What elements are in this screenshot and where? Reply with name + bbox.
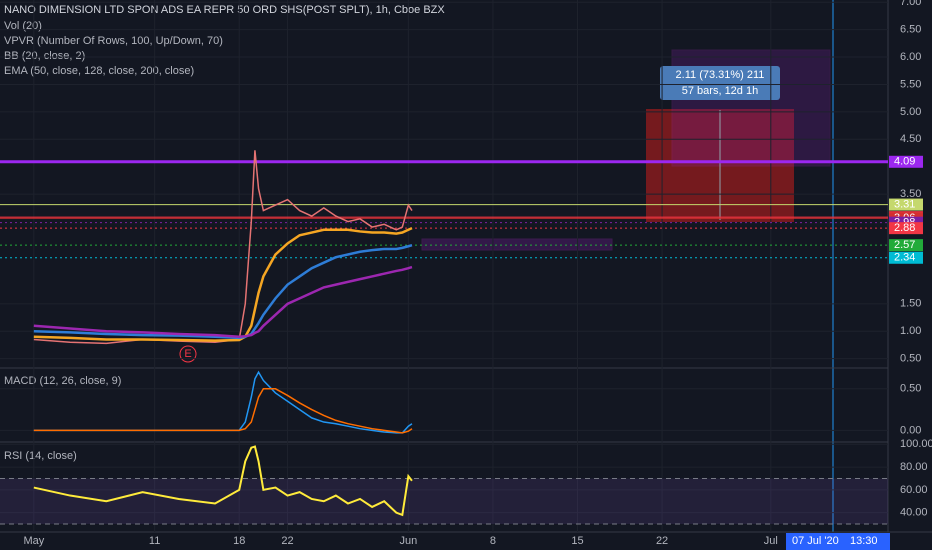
cursor-box xyxy=(786,533,890,550)
price-tag xyxy=(889,251,923,264)
y-tick-label: 4.50 xyxy=(900,133,921,145)
y-tick-label: 7.00 xyxy=(900,0,921,8)
y-tick-label: 80.00 xyxy=(900,461,928,473)
price-tag-label: 2.88 xyxy=(894,222,915,234)
measure-box xyxy=(660,66,780,100)
price-tag xyxy=(889,239,923,252)
x-tick-label: Jul xyxy=(764,535,778,547)
indicator-label: BB (20, close, 2) xyxy=(4,50,85,62)
range-box xyxy=(421,238,613,251)
ema-line xyxy=(33,227,413,342)
cursor-date: 07 Jul '20 xyxy=(792,535,839,547)
event-label: E xyxy=(184,348,191,360)
price-tag-label: 3.31 xyxy=(894,198,915,210)
x-tick-label: 8 xyxy=(490,535,496,547)
price-line xyxy=(33,150,413,345)
indicator-label: EMA (50, close, 128, close, 200, close) xyxy=(4,65,194,77)
price-tag xyxy=(889,155,923,168)
x-tick-label: 11 xyxy=(149,535,160,547)
price-tag-label: 2.57 xyxy=(894,239,915,251)
x-tick-label: 18 xyxy=(233,535,245,547)
ema-line xyxy=(33,243,413,340)
price-tag-label: 4.09 xyxy=(894,156,915,168)
y-tick-label: 0.50 xyxy=(900,353,921,365)
y-tick-label: 60.00 xyxy=(900,484,928,496)
chart-title: NANO DIMENSION LTD SPON ADS EA REPR 50 O… xyxy=(4,4,445,16)
x-tick-label: Jun xyxy=(399,535,417,547)
measure-text: 57 bars, 12d 1h xyxy=(682,85,758,97)
x-tick-label: 22 xyxy=(281,535,293,547)
indicator-label: Vol (20) xyxy=(4,20,42,32)
x-tick-label: May xyxy=(23,535,44,547)
y-tick-label: 3.50 xyxy=(900,188,921,200)
cursor-time: 13:30 xyxy=(850,535,878,547)
price-tag xyxy=(889,198,923,211)
y-tick-label: 40.00 xyxy=(900,507,928,519)
rsi-line xyxy=(33,445,413,517)
measure-text: 2.11 (73.31%) 211 xyxy=(676,69,765,81)
y-tick-label: 100.00 xyxy=(900,438,932,450)
indicator-label: VPVR (Number Of Rows, 100, Up/Down, 70) xyxy=(4,35,223,47)
event-marker xyxy=(179,345,197,363)
ema-line xyxy=(33,265,413,338)
rsi-band xyxy=(0,478,888,525)
x-tick-label: 22 xyxy=(656,535,668,547)
price-tag xyxy=(889,222,923,235)
x-tick-label: 15 xyxy=(571,535,583,547)
macd-line xyxy=(33,388,413,434)
y-tick-label: 6.00 xyxy=(900,51,921,63)
price-tag-label: 2.34 xyxy=(894,252,915,264)
y-tick-label: 5.00 xyxy=(900,106,921,118)
y-tick-label: 0.50 xyxy=(900,383,921,395)
indicator-label: RSI (14, close) xyxy=(4,450,77,462)
y-tick-label: 0.00 xyxy=(900,424,921,436)
y-tick-label: 6.50 xyxy=(900,24,921,36)
indicator-label: MACD (12, 26, close, 9) xyxy=(4,375,121,387)
y-tick-label: 1.50 xyxy=(900,298,921,310)
y-tick-label: 5.50 xyxy=(900,78,921,90)
y-tick-label: 1.00 xyxy=(900,325,921,337)
